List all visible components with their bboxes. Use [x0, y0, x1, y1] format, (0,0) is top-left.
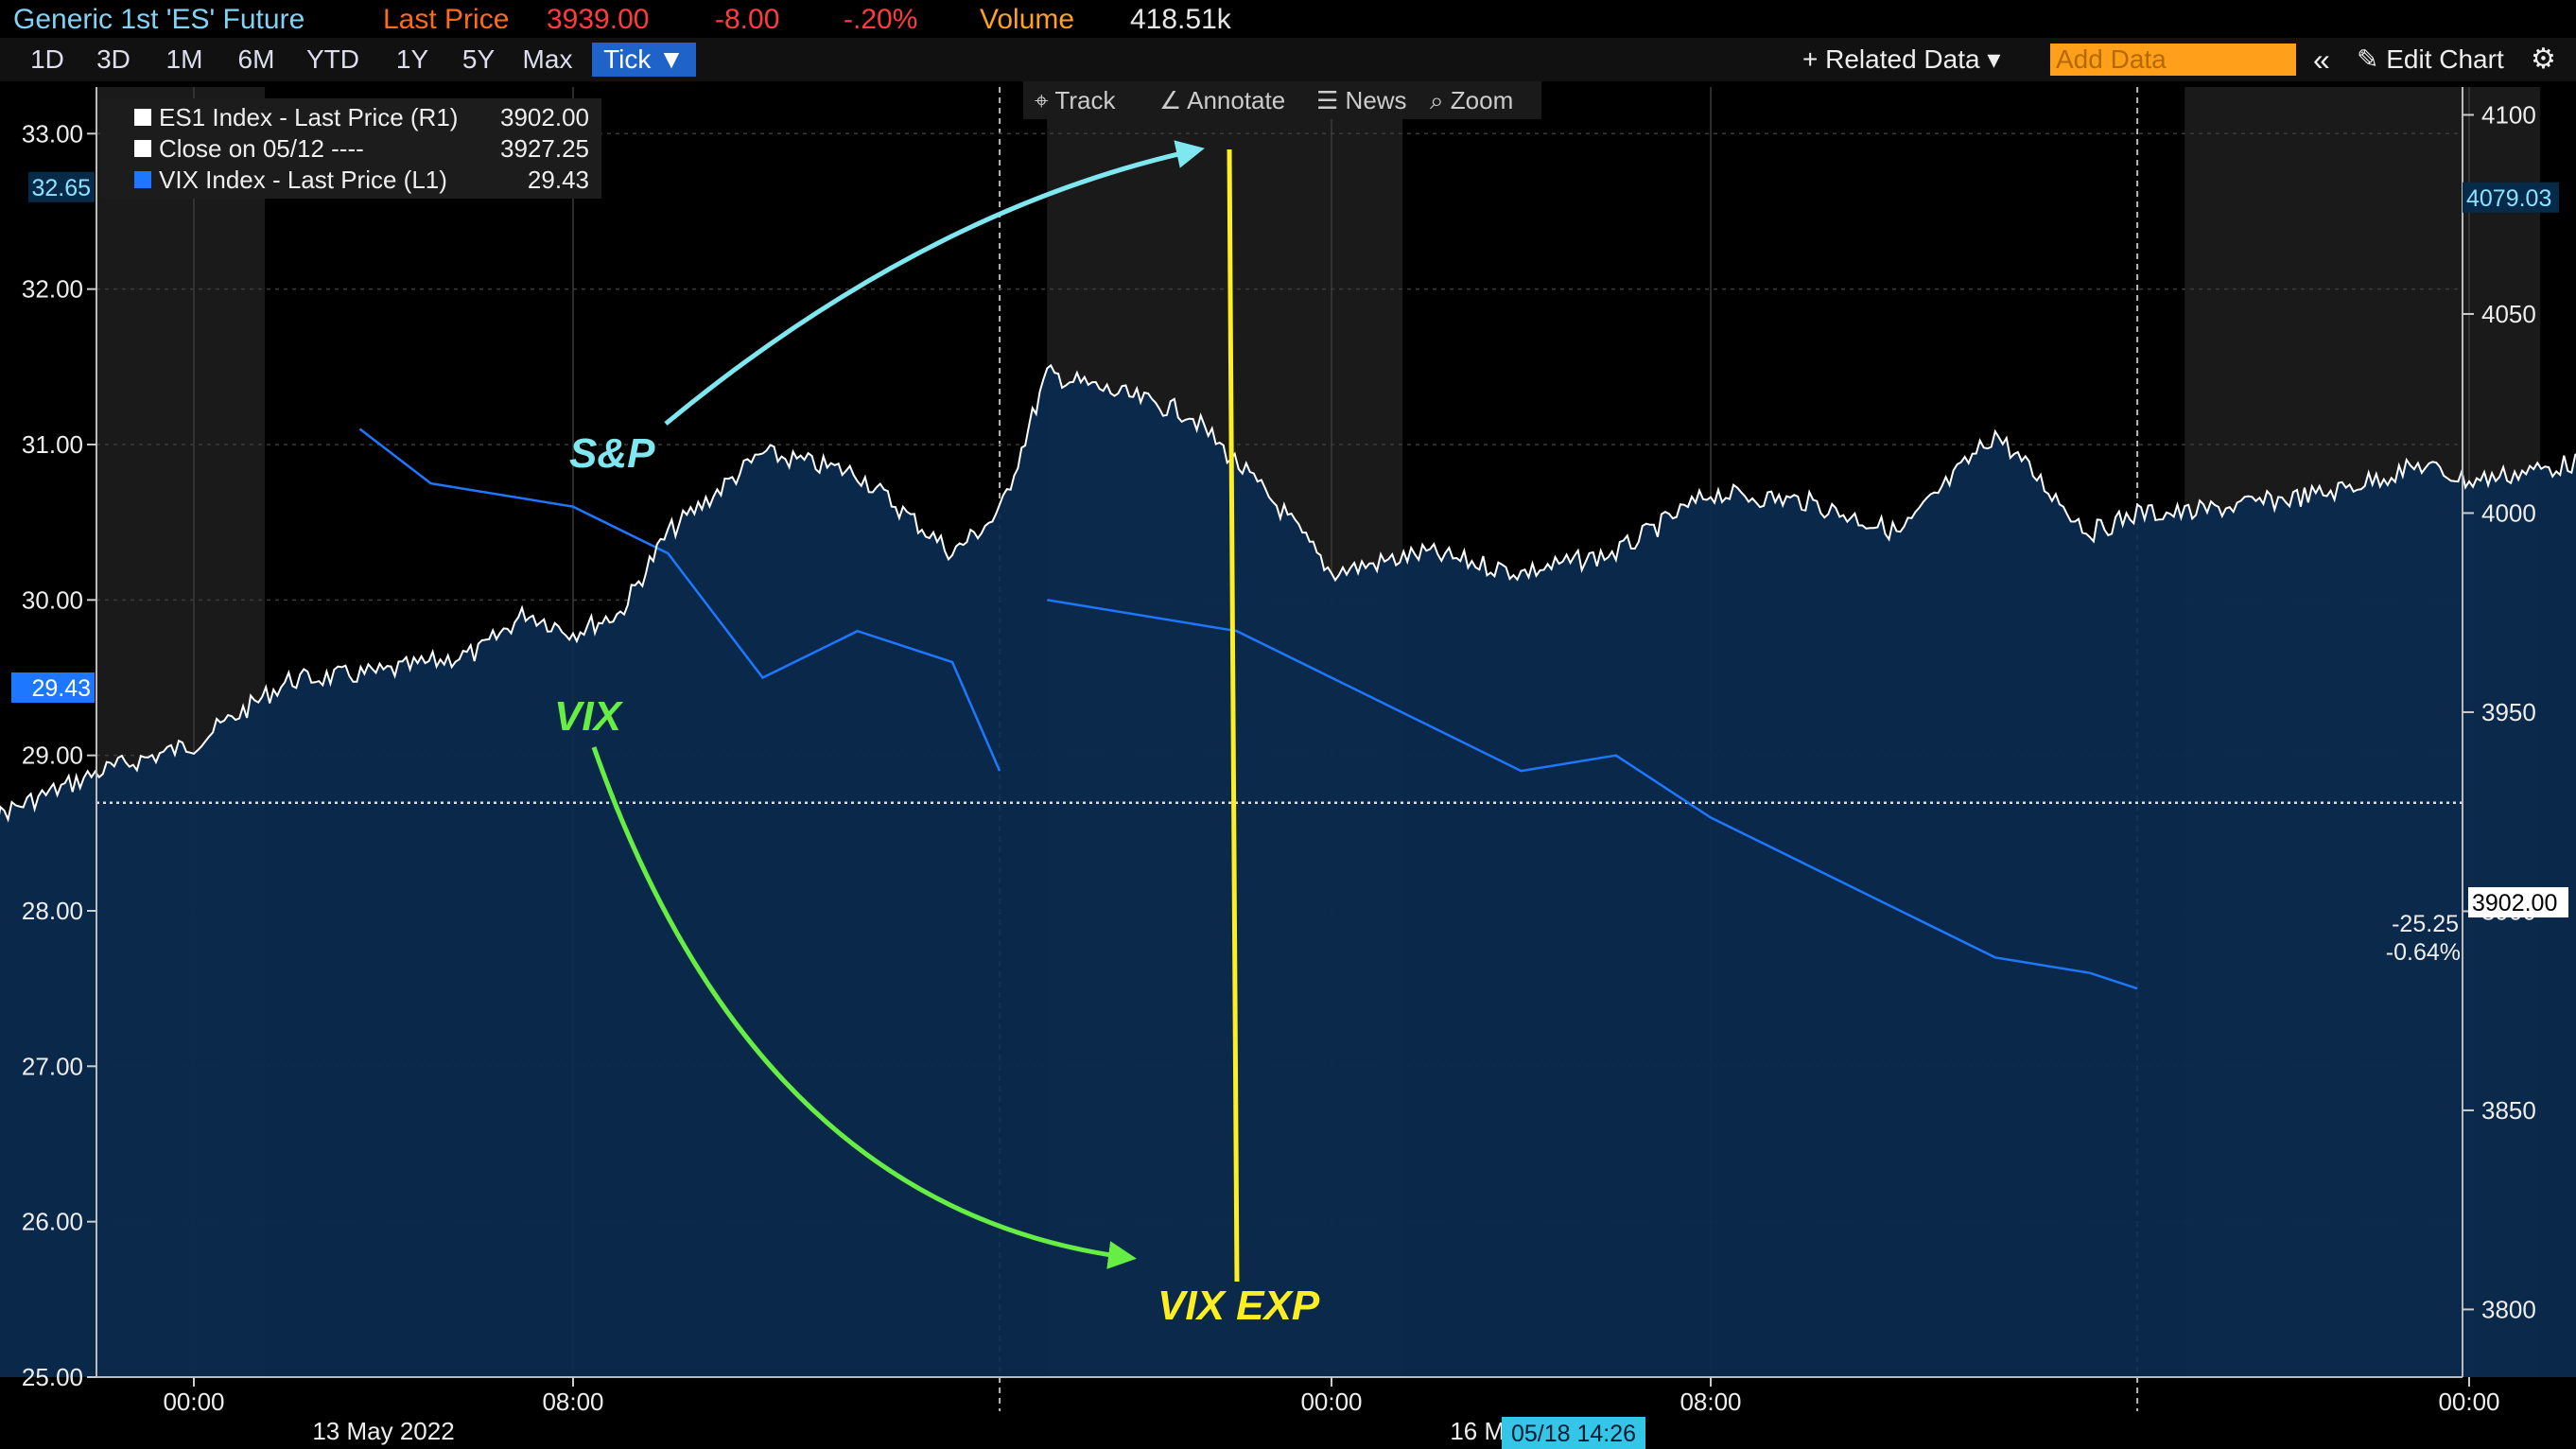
left-tick-label: 33.00	[22, 119, 83, 148]
right-last-tag: 3902.00	[2472, 890, 2557, 917]
es-price-line	[0, 363, 2576, 823]
vix-line-segment	[1047, 599, 2138, 990]
chart-tools-bar: ⌖ Track ∠ Annotate ☰ News ⌕ Zoom	[1023, 81, 1541, 119]
left-last-tag-box	[11, 672, 95, 703]
right-tick-label: 4100	[2481, 100, 2536, 129]
annotate-tool[interactable]: ∠ Annotate	[1159, 86, 1286, 114]
date-label: 13 May 2022	[312, 1417, 454, 1445]
legend-swatch-vix	[134, 171, 151, 188]
x-tick-label: 00:00	[1300, 1388, 1362, 1416]
zoom-tool[interactable]: ⌕ Zoom	[1430, 86, 1514, 114]
range-max-button[interactable]: Max	[522, 44, 573, 74]
volume-value: 418.51k	[1130, 4, 1231, 35]
add-data-input[interactable]: Add Data	[2050, 44, 2296, 76]
left-high-tag-box	[28, 171, 95, 202]
news-tool[interactable]: ☰ News	[1316, 86, 1407, 114]
related-data-button[interactable]: + Related Data ▾	[1802, 44, 2001, 74]
legend-swatch-close	[134, 140, 151, 157]
left-last-tag: 29.43	[31, 675, 91, 702]
change-pct-value: -0.64%	[2386, 939, 2461, 966]
chart-legend: ES1 Index - Last Price (R1) 3902.00 Clos…	[100, 98, 601, 199]
pct-change: -.20%	[844, 4, 918, 35]
track-tool[interactable]: ⌖ Track	[1035, 86, 1116, 114]
range-1d-button[interactable]: 1D	[30, 44, 64, 74]
legend-item-es1: ES1 Index - Last Price (R1) 3902.00	[117, 102, 595, 132]
legend-value-vix: 29.43	[527, 166, 589, 194]
left-tick-label: 32.00	[22, 275, 83, 304]
crosshair-date-box	[1502, 1417, 1645, 1449]
right-tick-label: 3800	[2481, 1295, 2536, 1323]
security-header: Generic 1st 'ES' Future Last Price 3939.…	[0, 0, 2576, 40]
gear-icon[interactable]: ⚙	[2531, 44, 2556, 75]
range-5y-button[interactable]: 5Y	[461, 44, 496, 74]
sp-annotation: S&P	[569, 430, 655, 477]
legend-label-es1: ES1 Index - Last Price (R1)	[159, 103, 459, 131]
x-tick-label: 00:00	[163, 1388, 224, 1416]
legend-label-close: Close on 05/12 ----	[159, 134, 364, 163]
legend-swatch-es1	[134, 109, 151, 126]
left-tick-label: 31.00	[22, 430, 83, 459]
legend-value-es1: 3902.00	[500, 103, 589, 131]
vix-exp-annotation: VIX EXP	[1157, 1283, 1320, 1329]
range-3d-button[interactable]: 3D	[96, 44, 131, 74]
crosshair-date-label: 05/18 14:26	[1511, 1421, 1636, 1447]
es-area-fill	[0, 365, 2576, 1377]
zoom-label: Zoom	[1450, 86, 1514, 114]
range-ytd-button[interactable]: YTD	[306, 44, 359, 74]
right-tick-label: 4000	[2481, 498, 2536, 527]
vix-exp-line	[1227, 148, 1240, 1283]
annotate-label: Annotate	[1187, 86, 1286, 114]
legend-item-vix: VIX Index - Last Price (L1) 29.43	[117, 165, 595, 195]
legend-label-vix: VIX Index - Last Price (L1)	[159, 166, 447, 194]
range-1y-button[interactable]: 1Y	[395, 44, 429, 74]
chart-toolbar: 1D 3D 1M 6M YTD 1Y 5Y Max Tick ▼ + Relat…	[0, 38, 2576, 81]
left-tick-label: 30.00	[22, 585, 83, 614]
collapse-icon[interactable]: «	[2313, 43, 2330, 77]
x-tick-label: 08:00	[542, 1388, 603, 1416]
range-1m-button[interactable]: 1M	[165, 44, 203, 74]
last-price: 3939.00	[547, 4, 650, 35]
security-title: Generic 1st 'ES' Future	[13, 4, 305, 35]
left-high-tag: 32.65	[31, 175, 91, 201]
right-high-tag-box	[2463, 182, 2559, 213]
sp-arrow	[664, 140, 1205, 426]
volume-label: Volume	[980, 4, 1075, 35]
last-price-label: Last Price	[383, 4, 510, 35]
change-value: -25.25	[2392, 911, 2459, 937]
range-6m-button[interactable]: 6M	[237, 44, 275, 74]
right-last-tag-box	[2468, 887, 2568, 918]
vix-line-segment	[358, 428, 1001, 772]
legend-value-close: 3927.25	[500, 134, 589, 163]
left-tick-label: 26.00	[22, 1208, 83, 1236]
vix-arrow	[591, 746, 1137, 1269]
left-tick-label: 28.00	[22, 897, 83, 925]
legend-item-close: Close on 05/12 ---- 3927.25	[117, 133, 595, 164]
x-tick-label: 00:00	[2438, 1388, 2499, 1416]
left-tick-label: 27.00	[22, 1052, 83, 1080]
tick-dropdown[interactable]: Tick ▼	[592, 43, 696, 77]
right-tick-label: 3950	[2481, 698, 2536, 726]
right-tick-label: 4050	[2481, 300, 2536, 328]
left-tick-label: 25.00	[22, 1363, 83, 1391]
vix-annotation: VIX	[554, 693, 624, 740]
x-tick-label: 08:00	[1680, 1388, 1741, 1416]
left-tick-label: 29.00	[22, 742, 83, 770]
right-high-tag: 4079.03	[2466, 185, 2551, 212]
net-change: -8.00	[715, 4, 780, 35]
track-label: Track	[1054, 86, 1116, 114]
right-tick-label: 3850	[2481, 1096, 2536, 1125]
news-label: News	[1345, 86, 1407, 114]
edit-chart-button[interactable]: ✎ Edit Chart	[2357, 44, 2504, 74]
